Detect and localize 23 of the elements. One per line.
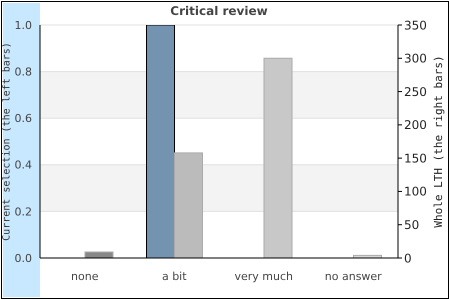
- x-tick-label: none: [71, 270, 99, 283]
- y2-tick-label: 300: [404, 52, 427, 66]
- y2-tick-label: 0: [404, 251, 412, 266]
- y-tick-label: 1.0: [14, 18, 32, 32]
- y2-tick-label: 150: [404, 151, 427, 166]
- bar: [264, 58, 293, 258]
- y-tick-label: 0.2: [14, 205, 32, 218]
- y2-tick-label: 100: [404, 184, 427, 199]
- y2-tick-label: 250: [404, 84, 427, 99]
- y-tick-label: 0.6: [14, 112, 32, 126]
- x-tick-label: a bit: [162, 270, 188, 283]
- y-tick-label: 0.8: [14, 66, 32, 79]
- y-tick-label: 0.0: [14, 252, 32, 265]
- y2-axis-title: Whole LTH (the right bars): [432, 55, 445, 228]
- x-tick-label: very much: [234, 270, 294, 283]
- y-axis-title: Current selection (the left bars): [2, 42, 13, 241]
- chart-title: Critical review: [169, 4, 269, 18]
- y2-tick-label: 50: [404, 218, 420, 232]
- x-tick-label: no answer: [324, 270, 382, 283]
- y-tick-label: 0.4: [14, 158, 32, 172]
- y2-tick-label: 350: [404, 18, 427, 32]
- bar: [84, 252, 114, 258]
- y2-tick-label: 200: [404, 118, 427, 132]
